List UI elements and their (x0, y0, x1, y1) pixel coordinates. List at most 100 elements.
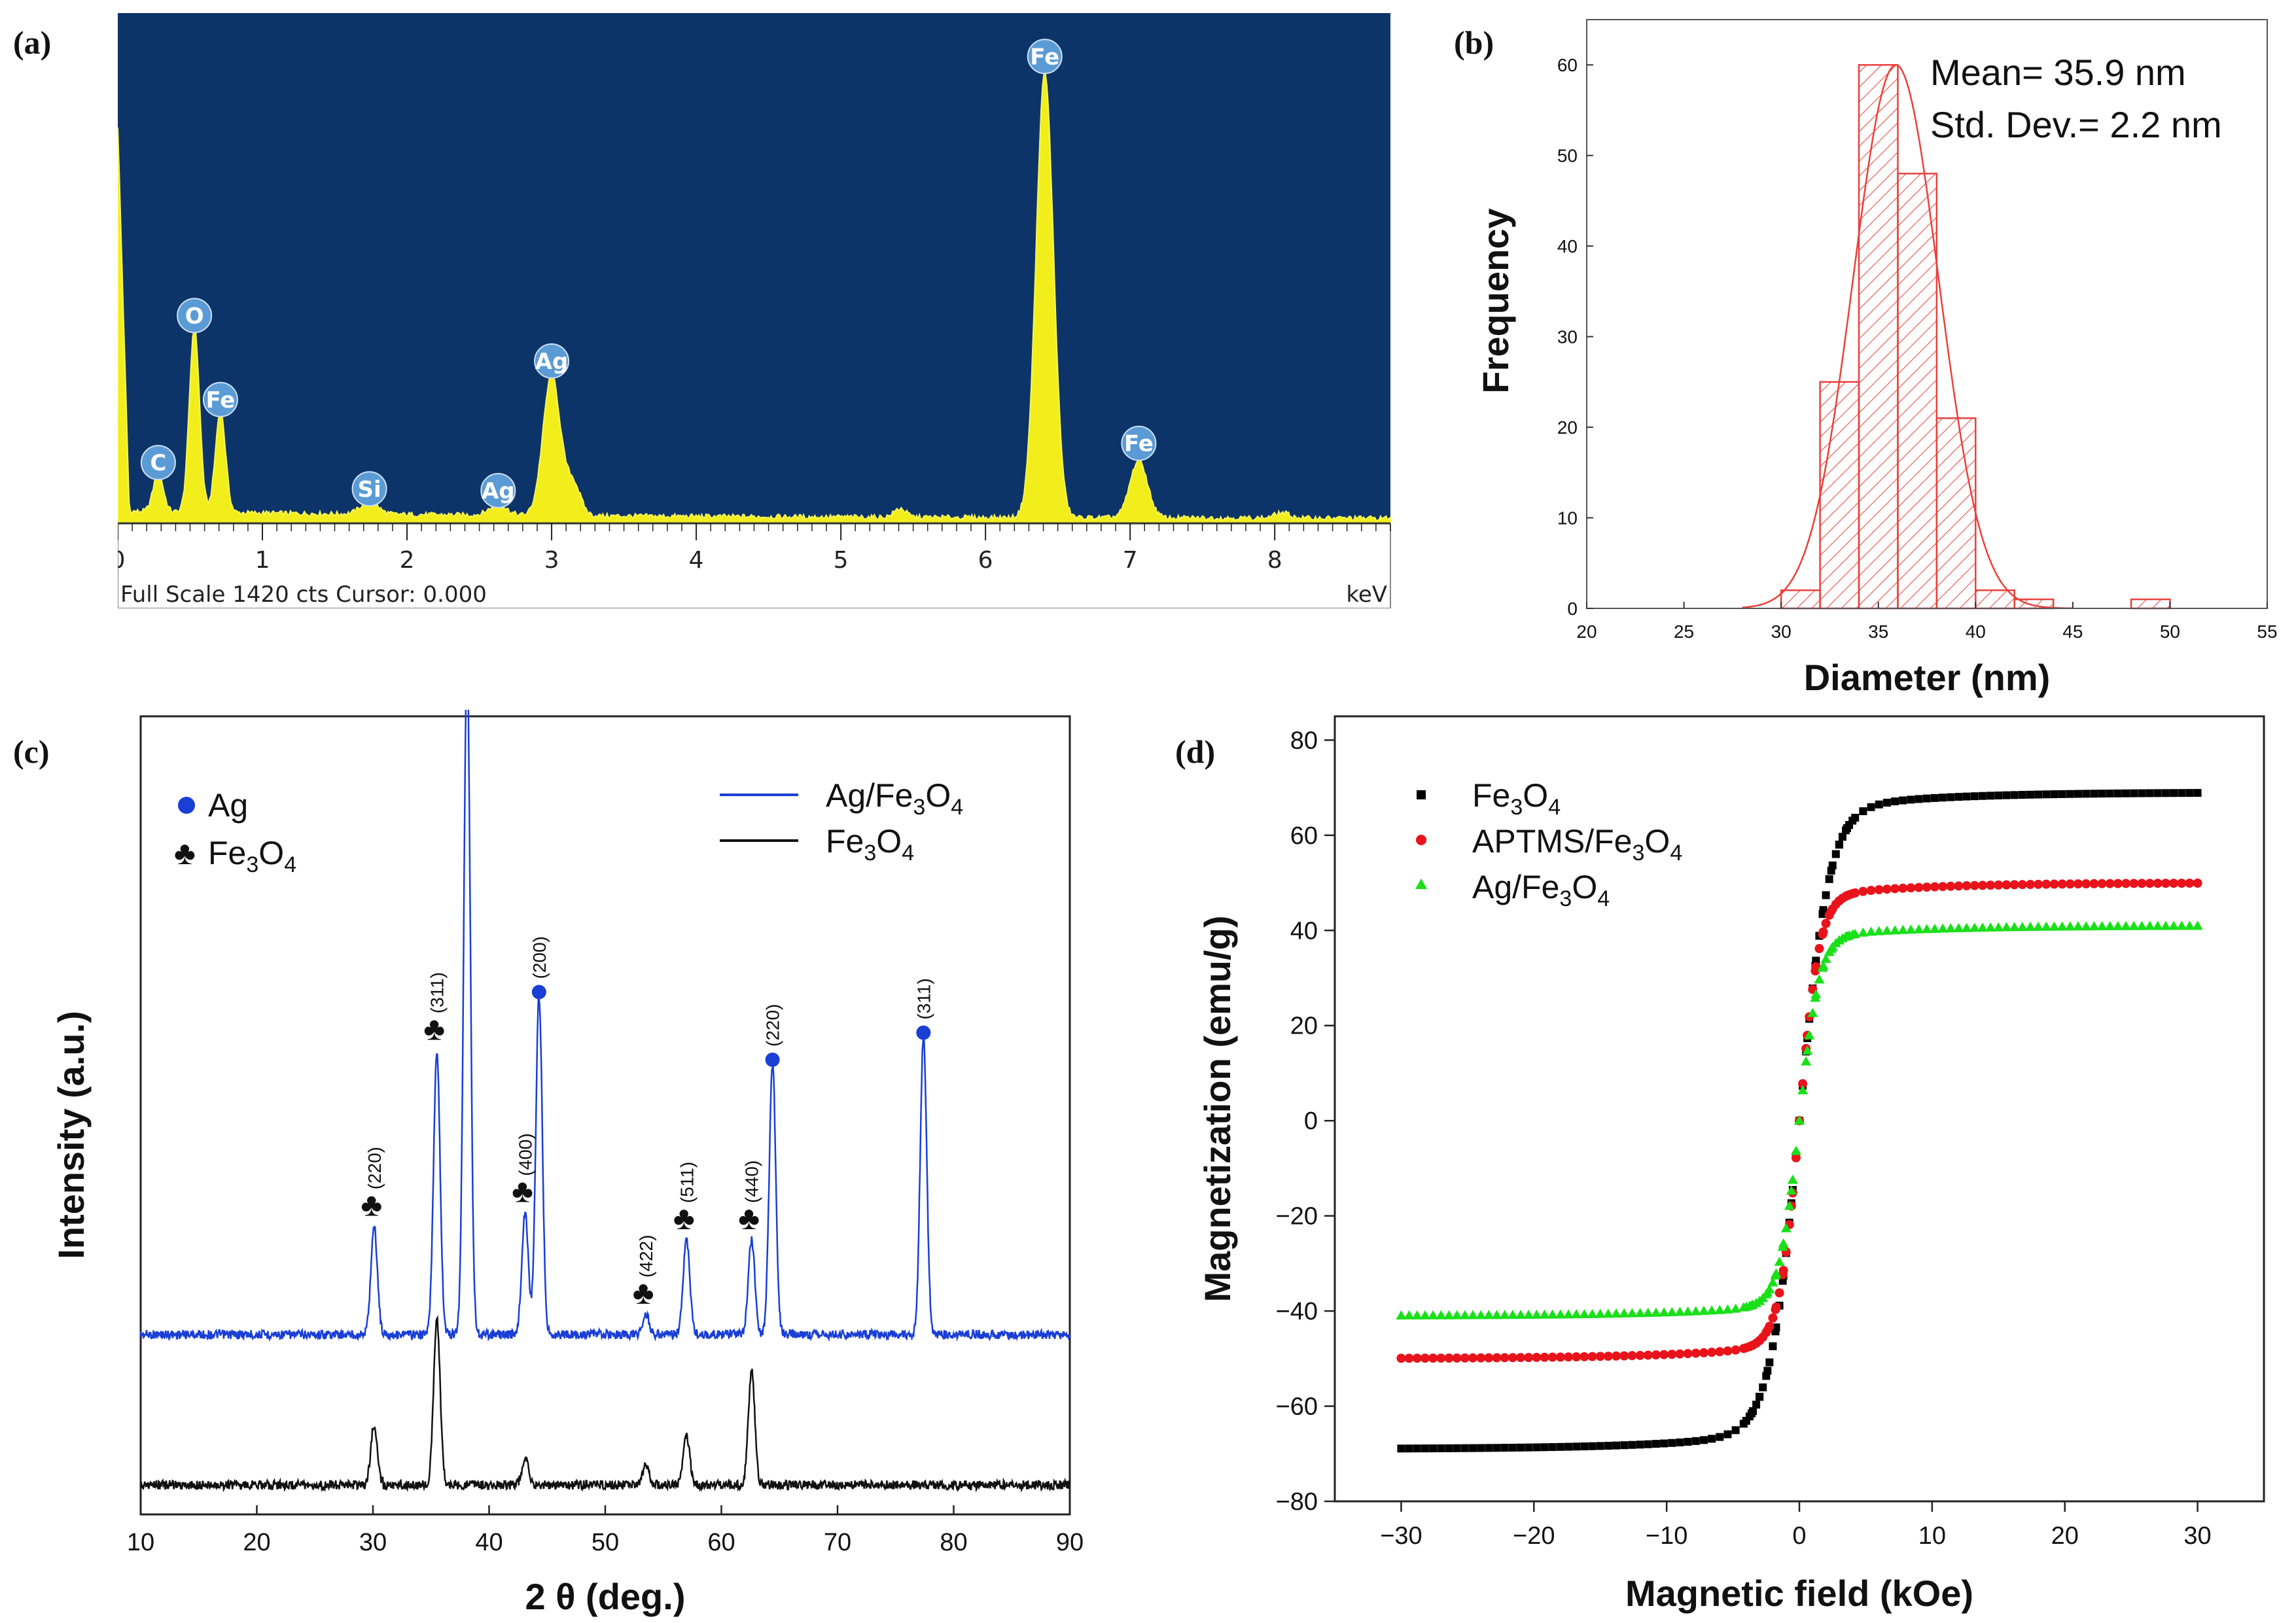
mag-point-aptms (1635, 1350, 1645, 1360)
mag-point-ag (1873, 926, 1884, 935)
mag-point-ag (1801, 1056, 1812, 1066)
mag-point-aptms (2193, 879, 2202, 888)
eds-spectrum-chart: 0 1 2 3 4 5 6 7 8 C O Fe Si Ag Ag Fe Fe Full Scale 1420… (118, 13, 1391, 608)
mag-point-fe3o4 (1660, 1439, 1669, 1448)
mag-point-aptms (1922, 882, 1932, 892)
mag-point-aptms (2017, 880, 2027, 890)
mag-point-ag (2089, 921, 2100, 931)
mag-point-ag (2112, 920, 2123, 930)
mag-point-fe3o4 (1723, 1430, 1732, 1439)
mag-point-ag (1475, 1310, 1487, 1319)
mag-point-fe3o4 (1765, 1358, 1774, 1367)
mag-point-fe3o4 (2146, 789, 2154, 797)
mag-point-fe3o4 (1772, 1323, 1780, 1332)
mag-point-ag (1761, 1289, 1772, 1299)
eds-peak-label: Si (358, 476, 381, 502)
mag-point-aptms (1564, 1352, 1574, 1362)
mag-point-fe3o4 (1970, 792, 1979, 801)
mag-point-aptms (1476, 1353, 1486, 1363)
mag-point-aptms (1906, 883, 1916, 893)
mag-point-ag (1961, 922, 1972, 932)
mag-point-ag (1595, 1308, 1606, 1318)
mag-y-tick-label: −40 (1276, 1298, 1318, 1325)
mag-point-fe3o4 (1492, 1444, 1501, 1452)
xrd-x-tick-label: 90 (1056, 1529, 1084, 1556)
mag-point-aptms (1771, 1302, 1781, 1312)
xrd-x-tick-label: 20 (243, 1529, 270, 1556)
mag-point-ag (2152, 920, 2163, 930)
histogram-bar (1858, 63, 1899, 610)
mag-x-tick-label: −30 (1380, 1522, 1422, 1550)
mag-point-aptms (1547, 1352, 1557, 1362)
mag-point-aptms (2074, 879, 2083, 889)
mag-point-aptms (1603, 1352, 1613, 1361)
mag-point-ag (1428, 1310, 1439, 1319)
mag-point-ag (2001, 922, 2012, 932)
mag-point-ag (2121, 920, 2132, 930)
xrd-x-tick-label: 50 (592, 1529, 619, 1556)
histogram-frame (1586, 19, 2268, 609)
legend-ag-label: Ag (208, 787, 248, 824)
histogram-bar (1819, 381, 1860, 610)
mag-point-aptms (1508, 1353, 1517, 1363)
mag-point-ag (2033, 921, 2044, 931)
mag-point-fe3o4 (1691, 1437, 1700, 1445)
mag-point-fe3o4 (1628, 1440, 1636, 1449)
mag-point-ag (1730, 1303, 1741, 1313)
mag-point-fe3o4 (1769, 1342, 1777, 1350)
mag-y-tick-label: −20 (1276, 1203, 1318, 1230)
mag-point-fe3o4 (1468, 1444, 1477, 1452)
mag-x-tick-label: 10 (1918, 1522, 1946, 1550)
mag-point-ag (1771, 1268, 1782, 1278)
mag-point-ag (2057, 921, 2068, 931)
mag-point-aptms (2034, 879, 2043, 889)
mag-point-ag (1820, 953, 1831, 963)
mag-point-ag (2176, 920, 2187, 930)
mag-point-ag (1774, 1256, 1785, 1266)
histogram-y-tick-label: 0 (1567, 599, 1578, 619)
fe3o4-peak-marker: ♣ (423, 1010, 445, 1047)
mag-point-aptms (1627, 1351, 1637, 1361)
histogram-y-tick-label: 60 (1557, 55, 1578, 75)
mag-point-ag (1929, 924, 1940, 933)
mag-point-fe3o4 (1668, 1439, 1676, 1447)
mag-point-aptms (1938, 882, 1948, 892)
mag-point-ag (1698, 1306, 1709, 1316)
mag-point-fe3o4 (2058, 790, 2066, 798)
mag-point-aptms (1667, 1350, 1677, 1359)
mag-point-fe3o4 (1831, 850, 1840, 858)
eds-x-tick-label: 4 (689, 547, 704, 574)
mag-point-fe3o4 (1413, 1444, 1421, 1453)
mag-point-aptms (1412, 1353, 1422, 1363)
mag-x-tick-label: 0 (1792, 1522, 1806, 1550)
fe3o4-peak-marker: ♣ (633, 1274, 654, 1311)
mag-point-ag (1579, 1309, 1590, 1319)
mag-point-fe3o4 (1882, 798, 1891, 807)
eds-peak-badge (140, 445, 176, 481)
ag-peak-marker (765, 1053, 780, 1067)
mag-point-ag (1977, 922, 1988, 932)
mag-point-aptms (1874, 885, 1884, 895)
mag-point-aptms (1524, 1353, 1534, 1363)
mag-point-ag (1858, 927, 1869, 937)
panel-label-d: (d) (1175, 733, 1216, 770)
legend-fe3o4-square (1417, 790, 1426, 799)
hkl-label: (440) (742, 1161, 762, 1203)
mag-point-fe3o4 (1749, 1407, 1757, 1416)
mag-point-fe3o4 (1556, 1442, 1564, 1451)
histogram-x-tick-label: 50 (2160, 621, 2180, 642)
mag-point-fe3o4 (1778, 1276, 1787, 1285)
mag-point-aptms (2129, 879, 2139, 888)
mag-point-fe3o4 (1684, 1437, 1692, 1446)
mag-point-aptms (1587, 1352, 1597, 1361)
mag-point-aptms (1532, 1352, 1542, 1362)
mag-point-fe3o4 (1604, 1442, 1612, 1450)
mag-point-ag (1817, 962, 1828, 972)
mag-point-aptms (1930, 882, 1939, 892)
mag-point-ag (1898, 924, 1909, 934)
eds-x-tick-label: 7 (1123, 547, 1138, 574)
mag-point-ag (1667, 1306, 1678, 1316)
mag-point-ag (1555, 1309, 1566, 1319)
histogram-y-tick-label: 30 (1557, 327, 1578, 347)
